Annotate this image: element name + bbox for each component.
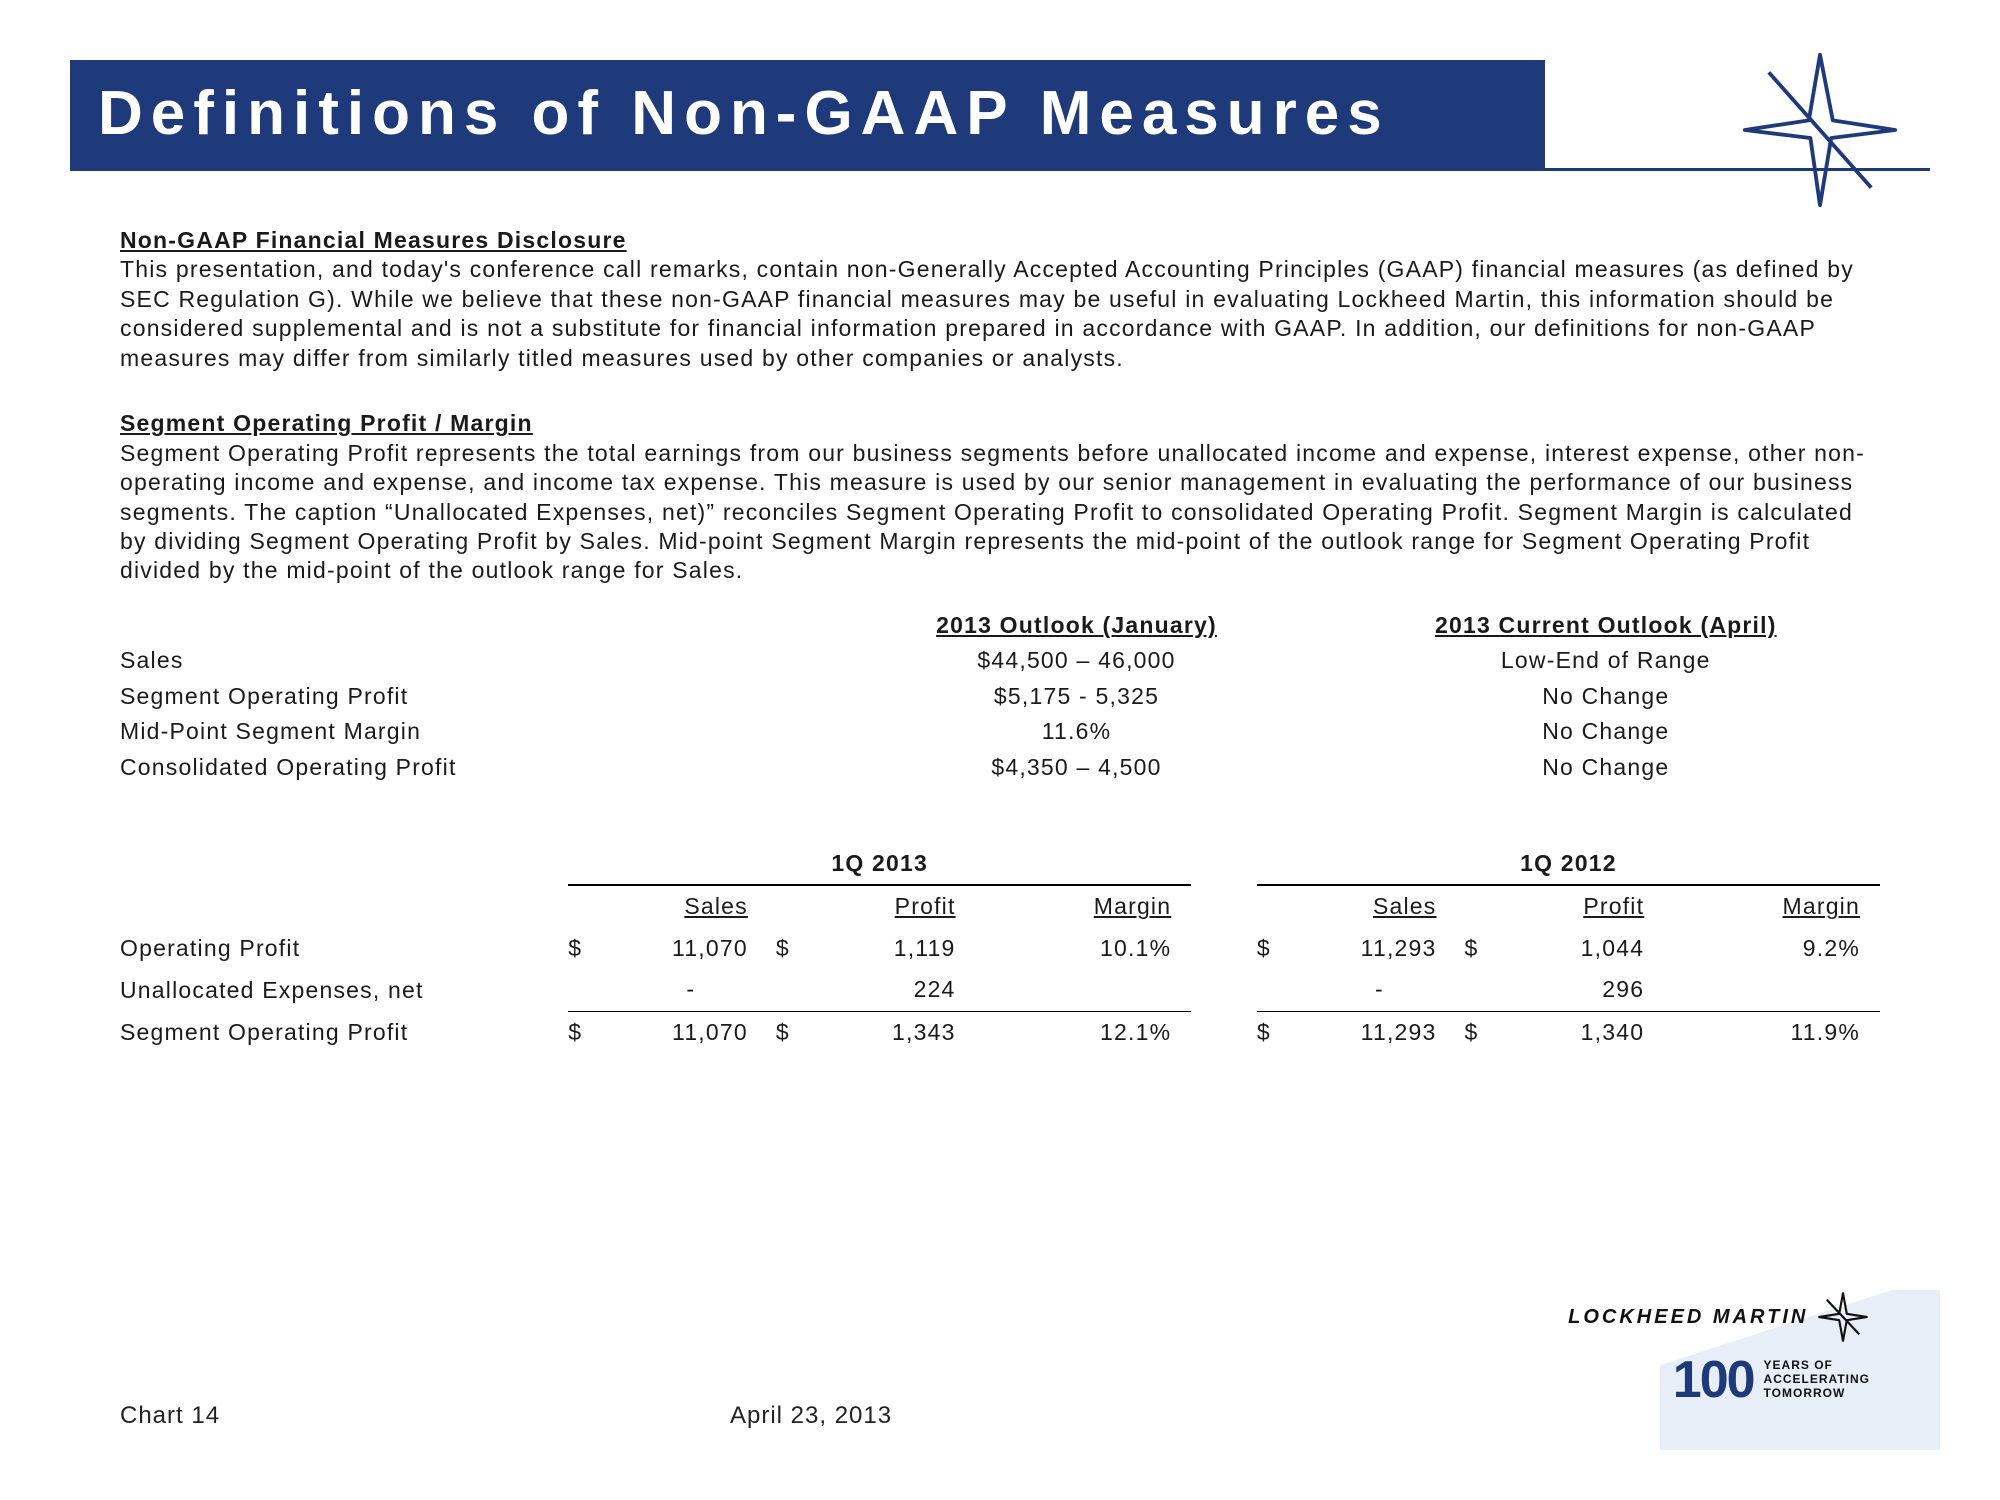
slide-title: Definitions of Non-GAAP Measures bbox=[70, 60, 1545, 171]
table-row: Operating Profit $11,070 $1,119 10.1% $1… bbox=[120, 928, 1880, 969]
footer-date: April 23, 2013 bbox=[730, 1402, 892, 1430]
segment-body: Segment Operating Profit represents the … bbox=[120, 439, 1880, 586]
financial-table: 1Q 2013 1Q 2012 Sales Profit Margin Sale… bbox=[120, 843, 1880, 1053]
table-row: Consolidated Operating Profit $4,350 – 4… bbox=[120, 750, 1880, 785]
section-heading-segment: Segment Operating Profit / Margin bbox=[120, 409, 1880, 438]
star-icon bbox=[1740, 50, 1900, 210]
table-row: Segment Operating Profit $11,070 $1,343 … bbox=[120, 1011, 1880, 1053]
anniversary-tagline: YEARS OF ACCELERATING TOMORROW bbox=[1764, 1359, 1870, 1400]
company-name: LOCKHEED MARTIN bbox=[1568, 1306, 1808, 1329]
disclosure-body: This presentation, and today's conferenc… bbox=[120, 255, 1880, 373]
company-logo-block: LOCKHEED MARTIN 100 YEARS OF ACCELERATIN… bbox=[1568, 1290, 1870, 1410]
section-heading-disclosure: Non-GAAP Financial Measures Disclosure bbox=[120, 226, 1880, 255]
star-icon bbox=[1816, 1290, 1870, 1344]
outlook-header-jan: 2013 Outlook (January) bbox=[821, 608, 1331, 643]
fin-group-2013: 1Q 2013 bbox=[568, 843, 1191, 885]
outlook-header-apr: 2013 Current Outlook (April) bbox=[1332, 608, 1880, 643]
table-row: Unallocated Expenses, net - 224 - 296 bbox=[120, 969, 1880, 1011]
table-row: Segment Operating Profit $5,175 - 5,325 … bbox=[120, 679, 1880, 714]
fin-group-2012: 1Q 2012 bbox=[1257, 843, 1880, 885]
table-row: Sales $44,500 – 46,000 Low-End of Range bbox=[120, 643, 1880, 678]
anniversary-number: 100 bbox=[1673, 1350, 1754, 1410]
outlook-table: 2013 Outlook (January) 2013 Current Outl… bbox=[120, 608, 1880, 785]
chart-number: Chart 14 bbox=[120, 1402, 220, 1429]
table-row: Mid-Point Segment Margin 11.6% No Change bbox=[120, 714, 1880, 749]
